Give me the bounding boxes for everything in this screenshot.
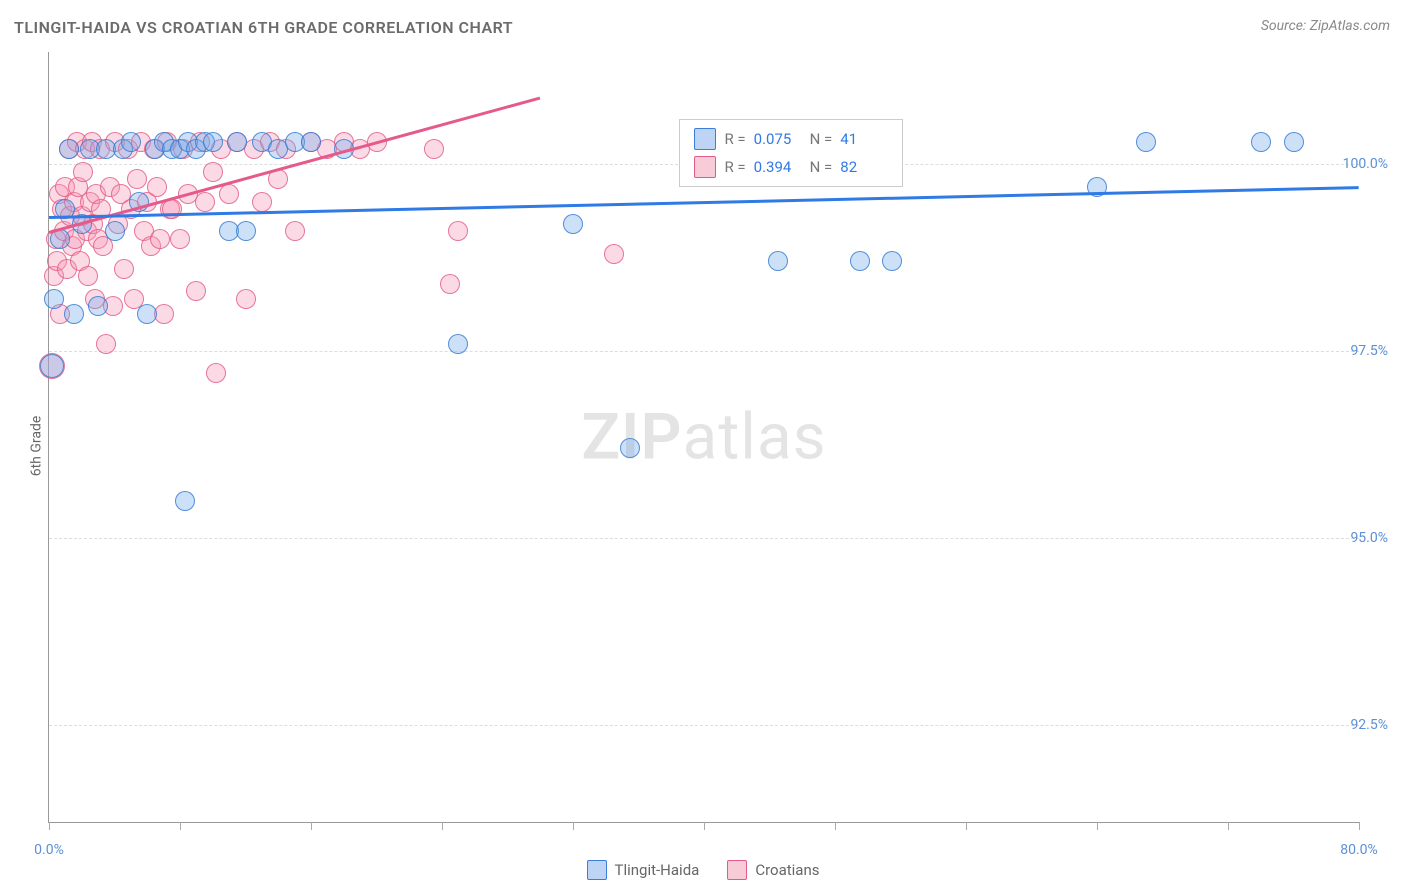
data-point-pink <box>219 184 239 204</box>
x-tick <box>442 822 443 830</box>
x-tick <box>311 822 312 830</box>
watermark: ZIPatlas <box>581 400 826 475</box>
data-point-blue <box>105 221 125 241</box>
stats-n-value: 41 <box>840 130 888 148</box>
x-tick <box>49 822 50 830</box>
x-tick <box>1097 822 1098 830</box>
data-point-blue <box>137 304 157 324</box>
gridline-h <box>49 351 1359 352</box>
x-tick <box>1359 822 1360 830</box>
stats-n-label: N = <box>810 130 833 148</box>
data-point-blue <box>620 438 640 458</box>
plot-area: ZIPatlas 0.0%80.0%R =0.075N =41R =0.394N… <box>48 52 1359 823</box>
data-point-pink <box>206 363 226 383</box>
data-point-pink <box>147 177 167 197</box>
x-tick-label: 0.0% <box>34 842 64 858</box>
bottom-legend: Tlingit-Haida Croatians <box>48 860 1358 880</box>
x-tick-label: 80.0% <box>1340 842 1378 858</box>
y-axis-label: 6th Grade <box>28 416 44 477</box>
trend-line-blue <box>49 187 1359 220</box>
y-tick-label: 97.5% <box>1350 343 1388 359</box>
legend-swatch-blue <box>587 860 607 880</box>
x-tick <box>180 822 181 830</box>
stats-r-value: 0.394 <box>754 158 802 176</box>
stats-r-label: R = <box>724 130 745 148</box>
stats-legend: R = 0.075 N = 41 R = 0.394 N = 82 <box>679 119 903 187</box>
stats-row: R = 0.394 N = 82 <box>694 156 888 178</box>
data-point-blue <box>850 251 870 271</box>
data-point-pink <box>448 221 468 241</box>
y-tick-label: 92.5% <box>1350 717 1388 733</box>
data-point-blue <box>448 334 468 354</box>
data-point-blue <box>768 251 788 271</box>
data-point-blue <box>1136 132 1156 152</box>
data-point-pink <box>285 221 305 241</box>
stats-r-value: 0.075 <box>754 130 802 148</box>
data-point-blue <box>1284 132 1304 152</box>
gridline-h <box>49 725 1359 726</box>
legend-label-blue: Tlingit-Haida <box>615 861 700 879</box>
data-point-pink <box>114 259 134 279</box>
data-point-pink <box>195 192 215 212</box>
data-point-pink <box>236 289 256 309</box>
data-point-pink <box>186 281 206 301</box>
chart-title: TLINGIT-HAIDA VS CROATIAN 6TH GRADE CORR… <box>14 18 513 37</box>
data-point-blue <box>203 132 223 152</box>
data-point-blue <box>121 132 141 152</box>
data-point-pink <box>150 229 170 249</box>
data-point-pink <box>252 192 272 212</box>
x-tick <box>966 822 967 830</box>
data-point-blue <box>301 132 321 152</box>
x-tick <box>573 822 574 830</box>
legend-item-pink: Croatians <box>727 860 819 880</box>
data-point-pink <box>424 139 444 159</box>
data-point-pink <box>127 169 147 189</box>
data-point-blue <box>88 296 108 316</box>
stats-swatch-blue <box>694 128 716 150</box>
stats-n-label: N = <box>810 158 833 176</box>
legend-item-blue: Tlingit-Haida <box>587 860 700 880</box>
watermark-zip: ZIP <box>581 400 682 475</box>
y-tick-label: 95.0% <box>1350 530 1388 546</box>
source-label: Source: <box>1261 18 1310 34</box>
legend-swatch-pink <box>727 860 747 880</box>
stats-n-value: 82 <box>840 158 888 176</box>
legend-label-pink: Croatians <box>755 861 819 879</box>
x-tick <box>835 822 836 830</box>
data-point-blue <box>59 139 79 159</box>
data-point-blue <box>64 304 84 324</box>
x-tick <box>704 822 705 830</box>
data-point-blue <box>1251 132 1271 152</box>
gridline-h <box>49 538 1359 539</box>
data-point-pink <box>96 334 116 354</box>
source-value: ZipAtlas.com <box>1310 18 1390 34</box>
data-point-blue <box>175 491 195 511</box>
data-point-blue <box>563 214 583 234</box>
x-tick <box>1228 822 1229 830</box>
watermark-atlas: atlas <box>683 400 827 475</box>
data-point-pink <box>203 162 223 182</box>
y-tick-label: 100.0% <box>1343 156 1388 172</box>
source-attribution: Source: ZipAtlas.com <box>1261 18 1390 34</box>
data-point-blue <box>44 289 64 309</box>
stats-swatch-pink <box>694 156 716 178</box>
data-point-blue <box>882 251 902 271</box>
data-point-blue <box>227 132 247 152</box>
data-point-blue <box>40 354 64 378</box>
data-point-pink <box>73 162 93 182</box>
stats-row: R = 0.075 N = 41 <box>694 128 888 150</box>
data-point-pink <box>440 274 460 294</box>
data-point-pink <box>170 229 190 249</box>
data-point-pink <box>78 266 98 286</box>
data-point-pink <box>604 244 624 264</box>
data-point-blue <box>236 221 256 241</box>
stats-r-label: R = <box>724 158 745 176</box>
